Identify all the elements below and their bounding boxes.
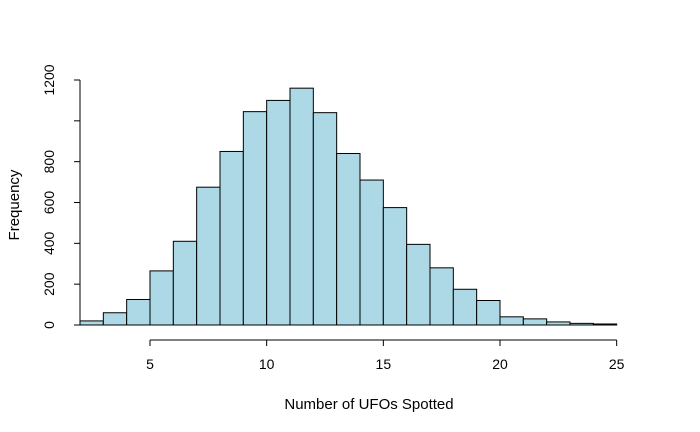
histogram-bar-6-7 (172, 240, 198, 326)
histogram-bar-21-22 (522, 318, 548, 326)
x-axis-ticks: 5 10 15 20 25 (146, 340, 625, 372)
histogram-bar-23-24 (569, 322, 594, 326)
histogram-bar-8-9 (219, 150, 244, 326)
y-axis-ticks: 0 200 400 600 800 1200 (41, 64, 80, 329)
histogram-bar-17-18 (429, 267, 454, 326)
y-tick-label: 600 (41, 191, 57, 215)
histogram-bar-7-8 (196, 186, 221, 326)
histogram-bar-24-25 (592, 323, 618, 326)
x-tick-label: 5 (146, 356, 154, 372)
histogram-bars (79, 87, 618, 326)
histogram-bar-18-19 (452, 288, 478, 326)
y-tick-label: 800 (41, 150, 57, 174)
histogram-bar-19-20 (476, 300, 501, 326)
histogram-bar-10-11 (266, 99, 291, 326)
y-axis-title: Frequency (6, 169, 23, 240)
x-tick-label: 10 (259, 356, 275, 372)
histogram-bar-13-14 (336, 153, 361, 326)
histogram-bar-2-3 (79, 320, 104, 326)
x-axis-title: Number of UFOs Spotted (284, 396, 453, 413)
histogram-bar-14-15 (359, 179, 384, 326)
y-tick-label: 0 (41, 321, 57, 329)
histogram-bar-11-12 (289, 87, 314, 326)
x-tick-label: 20 (492, 356, 508, 372)
x-tick-label: 25 (609, 356, 625, 372)
histogram-bar-4-5 (126, 298, 151, 326)
y-tick-label: 200 (41, 272, 57, 296)
histogram-bar-15-16 (382, 207, 408, 326)
y-tick-label: 400 (41, 231, 57, 255)
histogram-bar-3-4 (102, 312, 128, 326)
histogram-bar-16-17 (406, 243, 431, 326)
histogram-bar-22-23 (546, 321, 571, 326)
histogram-bar-9-10 (242, 111, 268, 326)
y-tick-label: 1200 (41, 64, 57, 95)
histogram-bar-12-13 (312, 112, 338, 326)
histogram-bar-20-21 (499, 316, 524, 326)
x-tick-label: 15 (376, 356, 392, 372)
histogram-bar-5-6 (149, 270, 174, 326)
